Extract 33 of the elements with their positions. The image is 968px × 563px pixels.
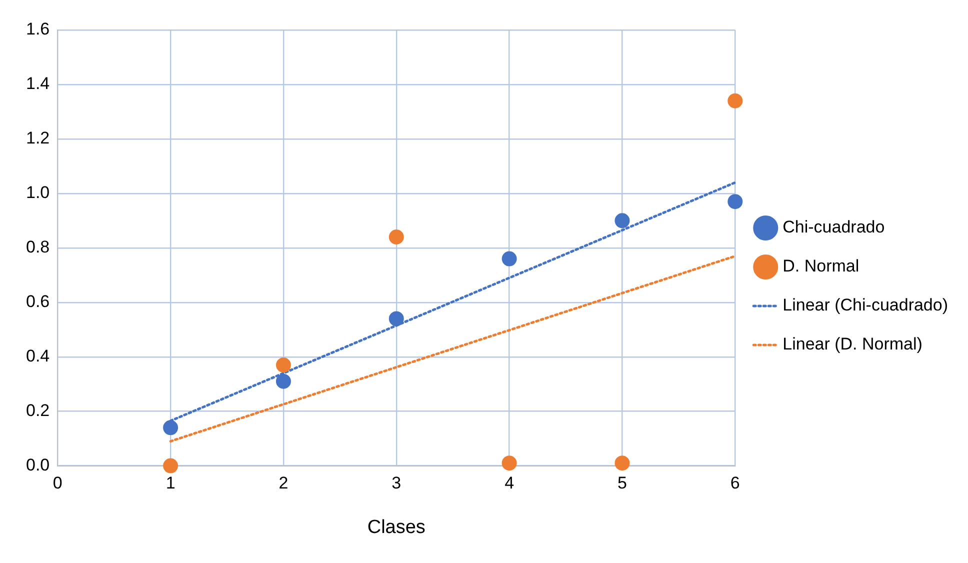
point [388, 311, 404, 326]
point [388, 230, 404, 245]
x-tick-label: 5 [617, 474, 627, 493]
y-tick-label: 1.4 [26, 74, 50, 94]
legend-label: Chi-cuadrado [782, 218, 885, 237]
legend-label: Linear (Chi-cuadrado) [782, 296, 948, 315]
x-tick-label: 1 [166, 474, 176, 493]
x-tick-label: 3 [392, 474, 402, 493]
x-tick-label: 4 [504, 474, 514, 493]
y-tick-label: 0.6 [26, 292, 50, 312]
x-tick-label: 2 [278, 474, 288, 493]
point [614, 456, 630, 471]
point [276, 358, 291, 373]
point [163, 420, 178, 436]
point [502, 251, 517, 266]
y-tick-label: 0.0 [26, 455, 50, 474]
x-tick-label: 0 [52, 474, 62, 493]
y-tick-label: 1.6 [26, 20, 50, 39]
y-tick-label: 0.2 [26, 401, 50, 420]
point [502, 456, 517, 471]
y-tick-label: 1.2 [26, 128, 50, 148]
x-tick-label: 6 [730, 474, 740, 493]
legend-label: Linear (D. Normal) [782, 334, 922, 354]
y-tick-label: 0.4 [26, 346, 50, 366]
x-axis-title: Clases [367, 516, 426, 538]
point [728, 194, 743, 210]
y-tick-label: 0.8 [26, 238, 50, 257]
point [728, 93, 743, 108]
point [276, 374, 291, 389]
point [163, 458, 178, 474]
y-tick-label: 1.0 [26, 183, 50, 202]
legend-label: D. Normal [782, 256, 860, 276]
point [614, 213, 630, 228]
